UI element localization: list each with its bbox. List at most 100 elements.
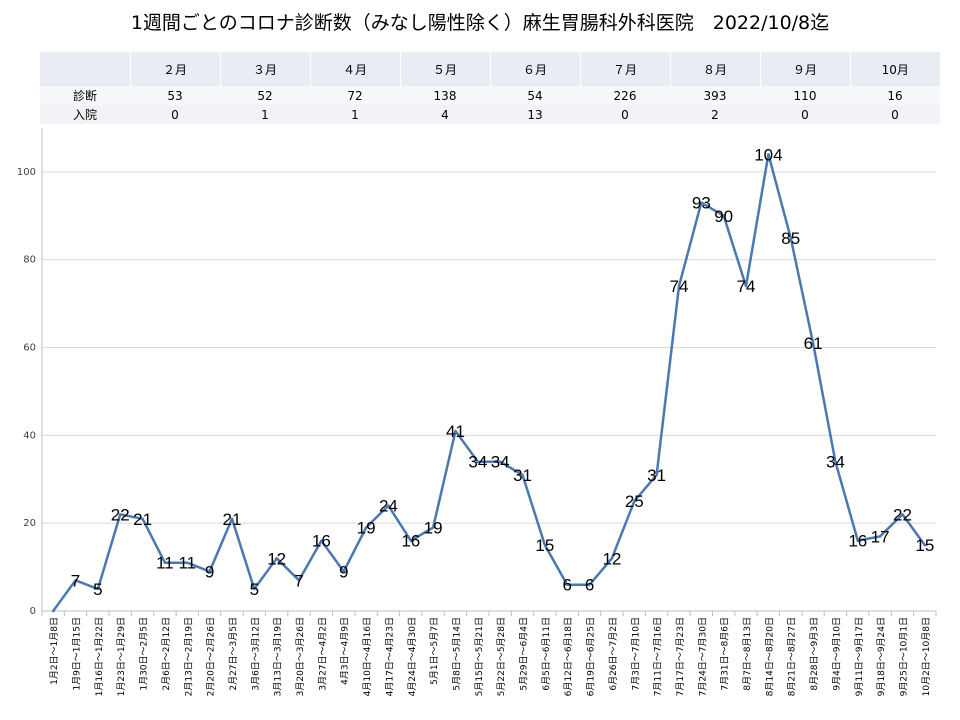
data-label: 16 (848, 532, 867, 551)
data-label: 12 (602, 549, 621, 568)
x-tick-label: 9月4日～9月10日 (831, 617, 842, 691)
y-tick-label: 80 (23, 255, 36, 266)
data-label: 41 (446, 422, 465, 441)
x-tick-label: 1月9日～1月15日 (72, 617, 83, 691)
data-label: 90 (714, 207, 733, 226)
data-point (901, 513, 904, 516)
row-label-cell: 入院 (40, 105, 130, 124)
x-tick-label: 5月29日～6月4日 (519, 617, 530, 691)
x-tick-label: 7月24日～7月30日 (697, 617, 708, 696)
month-header-cell: ９月 (759, 52, 850, 86)
x-tick-label: 7月17日～7月23日 (675, 617, 686, 696)
data-point (364, 526, 368, 529)
data-point (923, 543, 927, 547)
data-label: 11 (156, 554, 174, 573)
data-point (297, 579, 301, 582)
month-header-cell: 10月 (849, 52, 940, 86)
table-value-cell: 13 (490, 105, 580, 124)
data-label: 5 (93, 580, 102, 599)
data-label: 15 (535, 536, 554, 555)
data-point (655, 473, 658, 477)
data-label: 15 (915, 536, 934, 555)
table-row: 入院 0 1 1 4 13 0 2 0 0 (40, 105, 940, 124)
data-point (498, 460, 502, 463)
data-label: 19 (357, 519, 376, 538)
month-header-cell: ２月 (129, 52, 220, 86)
data-label: 22 (893, 505, 912, 524)
data-point (342, 570, 345, 573)
data-label: 34 (468, 453, 487, 472)
data-point (521, 473, 524, 477)
data-point (677, 284, 681, 288)
data-label: 24 (379, 497, 398, 516)
data-point (789, 236, 792, 239)
data-point (431, 526, 435, 529)
x-tick-label: 2月27日～3月5日 (228, 617, 239, 691)
data-label: 21 (223, 510, 242, 529)
data-label: 9 (339, 562, 348, 581)
x-tick-label: 3月6日～3月12日 (250, 617, 261, 691)
data-label: 16 (401, 532, 420, 551)
x-tick-label: 9月25日～10月1日 (898, 617, 909, 696)
data-point (230, 517, 234, 520)
data-point (566, 583, 569, 586)
data-label: 31 (647, 466, 666, 485)
x-tick-label: 4月24日～4月30日 (407, 617, 418, 696)
x-tick-label: 6月19日～6月25日 (586, 617, 597, 696)
x-tick-label: 6月26日～7月2日 (608, 617, 619, 691)
table-value-cell: 53 (130, 86, 220, 105)
data-point (387, 504, 390, 507)
x-tick-label: 5月15日～5月21日 (474, 617, 485, 696)
data-label: 34 (826, 453, 845, 472)
x-tick-label: 3月13日～3月19日 (273, 617, 284, 696)
x-tick-label: 6月12日～6月18日 (563, 617, 574, 696)
data-point (454, 429, 457, 433)
x-tick-label: 3月20日～3月26日 (295, 617, 306, 696)
data-point (409, 539, 412, 542)
table-value-cell: 138 (400, 86, 490, 105)
x-tick-label: 8月21日～8月27日 (787, 617, 798, 696)
data-point (163, 561, 167, 564)
data-label: 7 (71, 571, 80, 590)
x-tick-label: 10月2日～10月8日 (921, 617, 932, 696)
x-tick-label: 7月11日～7月16日 (653, 617, 664, 696)
table-value-cell: 226 (580, 86, 670, 105)
chart-title: 1週間ごとのコロナ診断数（みなし陽性除く）麻生胃腸科外科医院 2022/10/8… (130, 12, 830, 34)
data-point (275, 557, 278, 560)
data-point (186, 561, 189, 564)
data-point (633, 500, 636, 503)
table-value-cell: 4 (400, 105, 490, 124)
data-point (722, 214, 725, 218)
data-label: 17 (871, 527, 890, 546)
data-point (610, 557, 614, 560)
data-point (51, 609, 55, 613)
data-point (834, 460, 837, 463)
data-label: 31 (513, 466, 532, 485)
x-tick-label: 2月20日～2月26日 (206, 617, 217, 696)
table-row: 診断 53 52 72 138 54 226 393 110 16 (40, 86, 940, 105)
data-point (119, 513, 122, 516)
x-tick-label: 8月7日～8月13日 (742, 617, 753, 691)
data-label: 93 (692, 194, 711, 213)
data-label: 6 (562, 576, 571, 595)
x-tick-label: 7月31日～8月6日 (720, 617, 731, 691)
data-point (141, 517, 144, 520)
data-label: 19 (424, 519, 443, 538)
data-label: 34 (491, 453, 510, 472)
data-label: 21 (133, 510, 152, 529)
table-value-cell: 1 (220, 105, 310, 124)
table-value-cell: 16 (850, 86, 940, 105)
x-tick-label: 5月8日～5月14日 (451, 617, 462, 691)
y-tick-label: 20 (23, 518, 36, 529)
month-header-cell: ３月 (219, 52, 310, 86)
data-label: 74 (670, 277, 689, 296)
table-value-cell: 54 (490, 86, 580, 105)
data-label: 74 (737, 277, 756, 296)
row-label-cell: 診断 (40, 86, 130, 105)
data-point (700, 201, 703, 204)
series-line (51, 153, 927, 613)
data-point (74, 579, 77, 582)
data-point (320, 539, 323, 542)
table-value-cell: 0 (850, 105, 940, 124)
data-label: 7 (294, 571, 303, 590)
